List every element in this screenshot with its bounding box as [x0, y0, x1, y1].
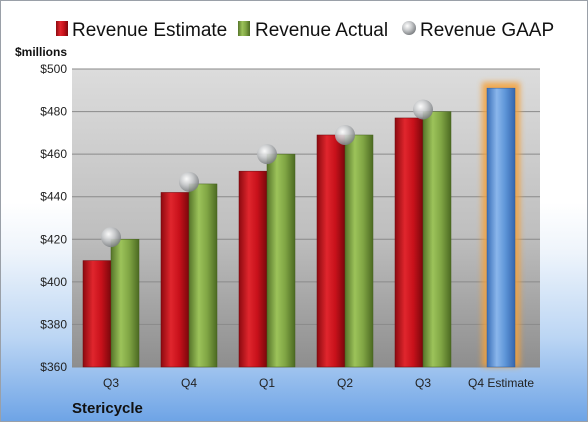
- marker-revenue-gaap: [101, 227, 121, 248]
- x-axis-ticks: Q3 Q4 Q1 Q2 Q3 Q4 Estimate: [103, 376, 534, 390]
- y-axis-ticks: $360 $380 $400 $420 $440 $460 $480 $500: [40, 62, 67, 374]
- marker-revenue-gaap: [257, 144, 277, 165]
- x-tick-label: Q3: [103, 376, 119, 390]
- legend-label-estimate: Revenue Estimate: [72, 20, 227, 41]
- marker-revenue-gaap: [335, 124, 355, 145]
- x-tick-label: Q3: [415, 376, 431, 390]
- bar-revenue-estimate: [238, 170, 268, 368]
- bars: [82, 82, 520, 368]
- y-tick-label: $500: [40, 62, 67, 76]
- y-tick-label: $400: [40, 275, 67, 289]
- bar-revenue-actual: [344, 134, 374, 368]
- y-tick-label: $420: [40, 232, 67, 246]
- y-tick-label: $480: [40, 105, 67, 119]
- y-tick-label: $360: [40, 360, 67, 374]
- gridlines: [72, 68, 540, 368]
- x-tick-label: Q4: [181, 376, 197, 390]
- marker-revenue-gaap: [179, 171, 199, 192]
- y-axis-unit-label: $millions: [15, 45, 67, 59]
- legend-swatch-estimate: [56, 21, 68, 36]
- legend: Revenue Estimate Revenue Actual Revenue …: [56, 20, 554, 41]
- marker-revenue-gaap: [413, 99, 433, 120]
- bar-revenue-actual: [266, 153, 296, 368]
- plot-area: [72, 69, 540, 367]
- bar-revenue-actual: [110, 239, 140, 368]
- legend-label-gaap: Revenue GAAP: [420, 20, 554, 41]
- bar-revenue-estimate: [160, 192, 190, 368]
- legend-swatch-gaap: [402, 21, 416, 35]
- y-tick-label: $460: [40, 147, 67, 161]
- bar-revenue-estimate: [316, 134, 346, 368]
- bar-revenue-estimate: [82, 260, 112, 368]
- bar-revenue-actual: [188, 183, 218, 368]
- bar-revenue-estimate: [394, 117, 424, 368]
- bar-q4-estimate: [486, 87, 516, 368]
- bar-revenue-actual: [422, 111, 452, 368]
- y-tick-label: $440: [40, 190, 67, 204]
- x-tick-label: Q4 Estimate: [468, 376, 534, 390]
- gaap-markers: [101, 99, 433, 248]
- legend-swatch-actual: [238, 21, 250, 36]
- x-tick-label: Q1: [259, 376, 275, 390]
- legend-label-actual: Revenue Actual: [255, 20, 388, 41]
- company-name: Stericycle: [72, 400, 143, 417]
- x-tick-label: Q2: [337, 376, 353, 390]
- y-tick-label: $380: [40, 317, 67, 331]
